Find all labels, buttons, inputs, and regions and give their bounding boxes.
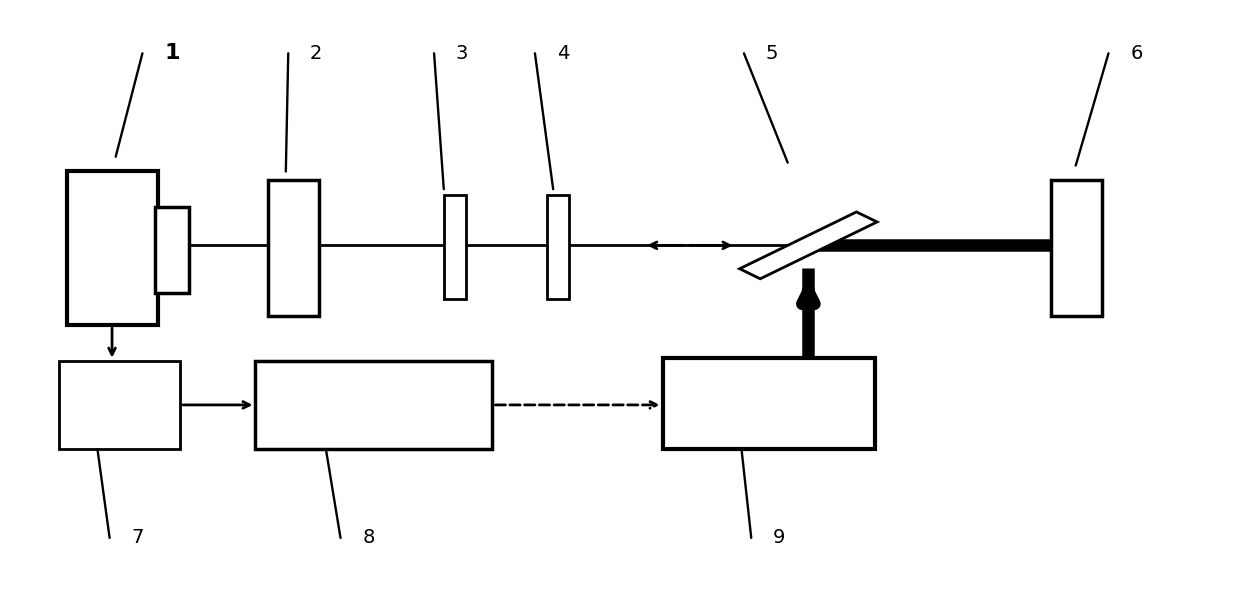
Text: 7: 7 [131,528,144,548]
Bar [547,195,569,298]
Text: 6: 6 [1131,44,1143,63]
Bar [662,358,875,449]
Text: 4: 4 [557,44,569,63]
Bar [155,207,188,292]
Text: 3: 3 [456,44,469,63]
Text: 2: 2 [310,44,322,63]
Bar [1052,180,1102,316]
Bar [444,195,466,298]
Text: 5: 5 [766,44,779,63]
Bar [268,180,319,316]
Text: 9: 9 [773,528,785,548]
Bar [58,361,180,449]
Bar [67,171,159,325]
Bar [255,361,492,449]
Bar [739,212,877,279]
Text: 1: 1 [164,43,180,63]
Text: 8: 8 [362,528,374,548]
